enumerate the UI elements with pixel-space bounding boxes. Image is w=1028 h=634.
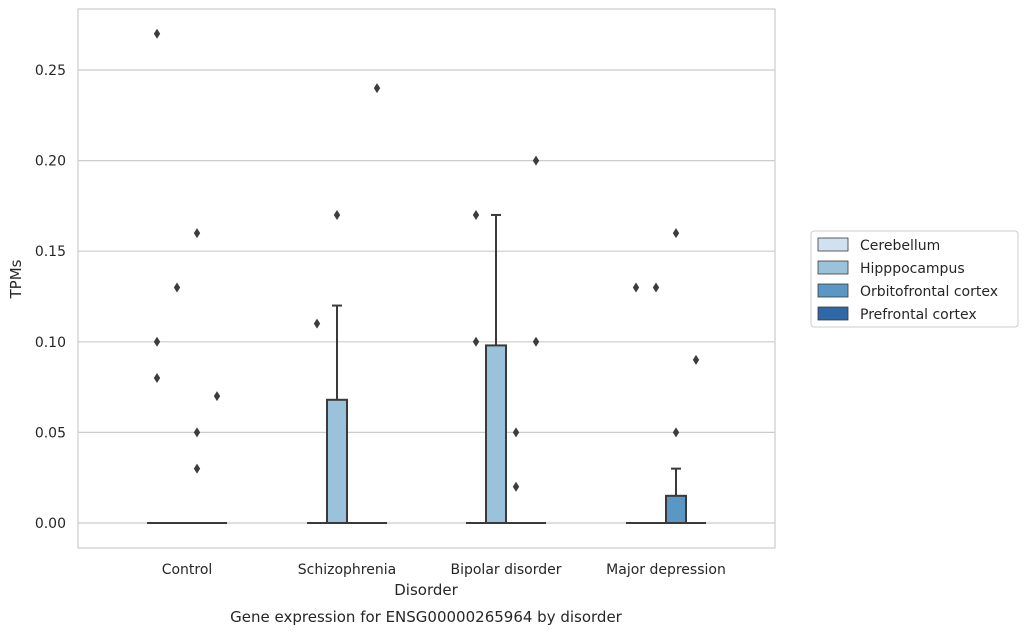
outlier-point <box>672 228 680 239</box>
legend-label: Orbitofrontal cortex <box>860 284 998 300</box>
outlier-point <box>532 336 540 347</box>
box-hipppocampus <box>485 213 507 525</box>
outlier-point <box>692 354 700 365</box>
outlier-point <box>153 336 161 347</box>
legend-swatch <box>817 283 849 298</box>
y-tick-label: 0.05 <box>35 425 66 441</box>
box-body <box>665 494 687 525</box>
legend-label: Cerebellum <box>860 238 940 254</box>
legend-label: Hipppocampus <box>860 261 965 277</box>
outlier-point <box>472 209 480 220</box>
x-tick-labels: Control Schizophrenia Bipolar disorder Majo… <box>162 562 726 578</box>
outlier-point <box>193 427 201 438</box>
grid-lines <box>78 69 775 524</box>
y-tick-label: 0.10 <box>35 335 66 351</box>
x-axis-label: Disorder <box>394 581 458 599</box>
legend-label: Prefrontal cortex <box>860 307 977 323</box>
outlier-points <box>153 28 700 492</box>
y-tick-label: 0.00 <box>35 516 66 532</box>
chart-caption: Gene expression for ENSG00000265964 by d… <box>230 608 623 626</box>
outlier-point <box>173 282 181 293</box>
outlier-point <box>313 318 321 329</box>
y-tick-label: 0.20 <box>35 154 66 170</box>
y-tick-labels: 0.00 0.05 0.10 0.15 0.20 0.25 <box>35 63 66 532</box>
outlier-point <box>153 28 161 39</box>
outlier-point <box>472 336 480 347</box>
x-tick-label: Major depression <box>606 562 726 578</box>
outlier-point <box>512 427 520 438</box>
legend-swatch <box>817 237 849 252</box>
outlier-point <box>512 481 520 492</box>
outlier-point <box>193 463 201 474</box>
outlier-point <box>333 209 341 220</box>
box-body <box>485 344 507 525</box>
y-tick-label: 0.15 <box>35 244 66 260</box>
legend-swatch <box>817 260 849 275</box>
outlier-point <box>213 391 221 402</box>
outlier-point <box>672 427 680 438</box>
y-tick-label: 0.25 <box>35 63 66 79</box>
outlier-point <box>153 373 161 384</box>
box-hipppocampus <box>326 304 348 524</box>
outlier-point <box>373 83 381 94</box>
legend: Cerebellum Hipppocampus Orbitofrontal cort… <box>810 230 1019 328</box>
x-tick-label: Bipolar disorder <box>450 562 561 578</box>
outlier-point <box>193 228 201 239</box>
outlier-point <box>532 155 540 166</box>
outlier-point <box>652 282 660 293</box>
x-tick-label: Schizophrenia <box>298 562 396 578</box>
box-plots <box>147 213 706 525</box>
plot-area-frame <box>77 8 776 549</box>
box-body <box>326 398 348 524</box>
legend-frame <box>810 230 1019 328</box>
box-orbitofrontal-cortex <box>665 467 687 525</box>
outlier-point <box>632 282 640 293</box>
x-tick-label: Control <box>162 562 213 578</box>
y-axis-label: TPMs <box>7 259 25 299</box>
legend-swatch <box>817 306 849 321</box>
